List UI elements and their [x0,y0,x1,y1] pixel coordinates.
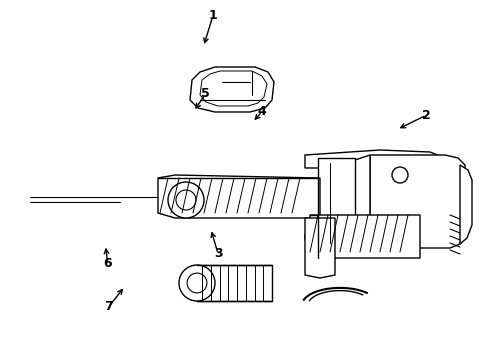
Circle shape [176,190,196,210]
Bar [197,265,272,301]
Text: 6: 6 [103,257,112,270]
Polygon shape [318,158,355,248]
Circle shape [392,167,408,183]
Text: 1: 1 [209,9,218,22]
Polygon shape [370,155,465,248]
Polygon shape [190,67,274,112]
Circle shape [168,182,204,218]
Circle shape [187,273,207,293]
Text: 2: 2 [422,109,431,122]
Polygon shape [310,215,420,258]
Polygon shape [305,150,445,172]
Text: 7: 7 [104,300,113,313]
Polygon shape [200,71,267,106]
Polygon shape [355,155,370,248]
Text: 5: 5 [201,87,210,100]
Text: 4: 4 [258,105,267,118]
Polygon shape [460,165,472,244]
Polygon shape [158,175,320,218]
Circle shape [311,230,325,244]
Circle shape [305,224,331,250]
Polygon shape [305,218,335,278]
Text: 3: 3 [214,247,222,260]
Circle shape [179,265,215,301]
